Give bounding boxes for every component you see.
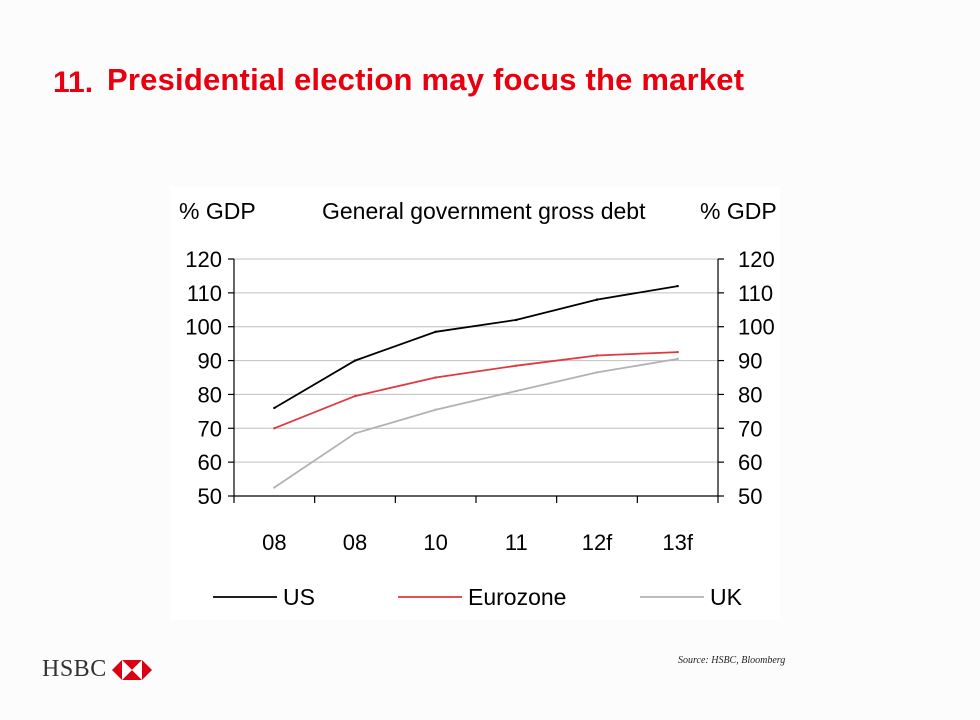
brand-name: HSBC — [42, 656, 107, 682]
left-y-tick-label: 90 — [198, 349, 222, 374]
data-point-us — [273, 406, 276, 410]
data-point-uk — [273, 486, 276, 489]
data-point-eurozone — [353, 394, 357, 398]
data-point-us — [676, 284, 679, 288]
series-line-us — [273, 285, 678, 409]
data-point-us — [434, 330, 437, 333]
series-line-uk — [273, 358, 678, 489]
x-tick-label: 10 — [423, 530, 447, 555]
legend-label-uk: UK — [710, 584, 743, 610]
right-y-tick-label: 70 — [738, 416, 762, 441]
left-y-tick-label: 60 — [198, 450, 222, 475]
right-y-tick-label: 50 — [738, 484, 762, 509]
hsbc-hexagon-logo-icon — [111, 659, 152, 680]
x-tick-label: 08 — [262, 530, 286, 555]
slide-title: Presidential election may focus the mark… — [107, 62, 745, 97]
right-y-tick-label: 90 — [738, 349, 762, 374]
data-point-eurozone — [676, 350, 679, 354]
hsbc-brand: HSBC — [42, 656, 152, 683]
debt-chart: 50 50 60 60 70 70 80 80 90 90 100 100 110 110 120 120 08… — [179, 198, 777, 610]
right-y-tick-label: 120 — [738, 247, 775, 272]
left-y-tick-label: 80 — [198, 382, 222, 407]
data-point-eurozone — [434, 376, 437, 379]
left-y-tick-label: 100 — [185, 315, 222, 340]
right-y-tick-label: 110 — [738, 281, 773, 306]
chart-title: General government gross debt — [322, 198, 646, 224]
data-point-us — [515, 318, 518, 322]
data-point-uk — [676, 357, 679, 361]
x-tick-label: 12f — [582, 530, 613, 555]
slide-number: 11. — [53, 66, 94, 99]
data-point-eurozone — [595, 354, 599, 357]
series-line-eurozone — [273, 351, 678, 430]
left-y-tick-label: 50 — [198, 484, 222, 509]
left-y-tick-label: 120 — [185, 247, 222, 272]
data-point-uk — [595, 371, 599, 374]
data-point-us — [353, 359, 357, 362]
x-tick-label: 13f — [662, 530, 693, 555]
left-axis-unit: % GDP — [179, 198, 256, 224]
x-tick-label: 08 — [343, 530, 367, 555]
left-y-tick-label: 110 — [187, 281, 222, 306]
chart-panel: 50 50 60 60 70 70 80 80 90 90 100 100 110 110 120 120 08… — [170, 186, 780, 620]
x-tick-label: 11 — [505, 530, 528, 555]
right-y-tick-label: 80 — [738, 382, 762, 407]
legend-label-us: US — [283, 584, 315, 610]
data-point-eurozone — [273, 427, 276, 430]
legend-label-eurozone: Eurozone — [468, 584, 566, 610]
data-point-uk — [515, 389, 518, 393]
data-point-eurozone — [515, 364, 518, 367]
data-point-uk — [353, 432, 357, 435]
data-point-us — [595, 298, 599, 301]
left-y-tick-label: 70 — [198, 416, 222, 441]
data-point-uk — [434, 408, 437, 411]
source-note: Source: HSBC, Bloomberg — [678, 655, 786, 666]
right-y-tick-label: 60 — [738, 450, 762, 475]
right-y-tick-label: 100 — [738, 315, 775, 340]
right-axis-unit: % GDP — [700, 198, 777, 224]
